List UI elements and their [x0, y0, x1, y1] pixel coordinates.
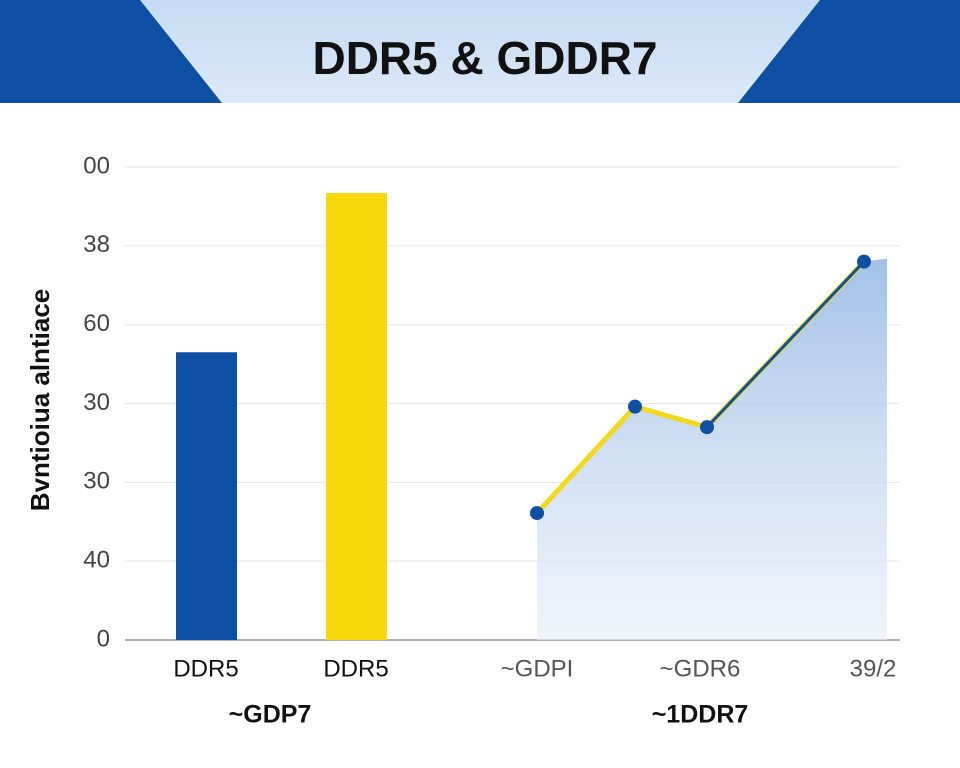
y-axis-label: Bvntioiua alntiace — [25, 289, 55, 512]
x-tick-label: DDR5 — [323, 655, 388, 682]
point — [628, 399, 642, 414]
y-tick-label: 38 — [83, 231, 110, 258]
header-corner — [738, 0, 960, 103]
y-tick-label: 0 — [97, 625, 110, 652]
bar — [326, 193, 387, 640]
point — [530, 506, 544, 521]
x-tick-label: 39/2 — [850, 655, 897, 682]
y-tick-label: 00 — [83, 152, 110, 179]
y-tick-label: 30 — [83, 389, 110, 416]
header-corner — [0, 0, 222, 103]
point — [700, 420, 714, 435]
x-tick-label: DDR5 — [173, 655, 238, 682]
x-tick-label: ~GDPI — [501, 655, 574, 682]
group-label: ~GDP7 — [229, 701, 312, 729]
y-tick-label: 30 — [83, 468, 110, 495]
y-tick-label: 60 — [83, 310, 110, 337]
y-tick-label: 40 — [83, 547, 110, 574]
area — [537, 258, 887, 640]
point — [857, 254, 871, 269]
bar — [176, 352, 237, 640]
x-tick-label: ~GDR6 — [660, 655, 741, 682]
group-label: ~1DDR7 — [652, 701, 749, 729]
line-accent — [705, 260, 866, 429]
chart-title: DDR5 & GDDR7 — [312, 32, 657, 84]
